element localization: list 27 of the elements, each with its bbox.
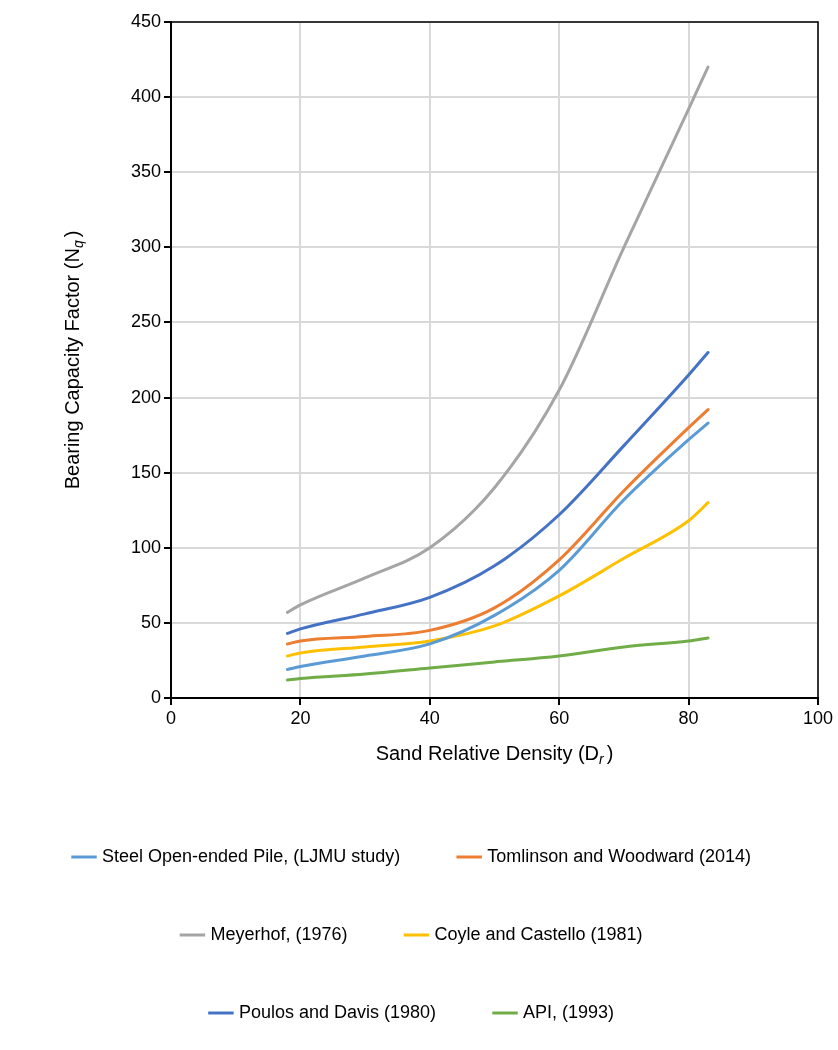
legend-label: API, (1993): [523, 1001, 615, 1022]
y-tick-label: 50: [140, 611, 161, 632]
line-series: [285, 636, 710, 682]
y-tick-label: 250: [130, 311, 161, 332]
x-tick-label: 60: [549, 707, 570, 728]
y-tick-label: 0: [150, 686, 161, 707]
y-tick-label: 200: [130, 386, 161, 407]
x-tick-label: 40: [419, 707, 440, 728]
y-tick-label: 100: [130, 536, 161, 557]
y-tick-label: 450: [130, 10, 161, 31]
x-tick-label: 80: [678, 707, 699, 728]
legend-label: Tomlinson and Woodward (2014): [487, 845, 751, 866]
y-tick-label: 300: [130, 236, 161, 257]
legend-label: Meyerhof, (1976): [210, 923, 348, 944]
x-tick-label: 20: [290, 707, 311, 728]
y-tick-label: 350: [130, 161, 161, 182]
legend-label: Poulos and Davis (1980): [238, 1001, 437, 1022]
y-axis-title: Bearing Capacity Factor (Nq): [60, 230, 86, 490]
y-tick-label: 400: [130, 86, 161, 107]
line-series: [285, 501, 710, 658]
legend-label: Steel Open-ended Pile, (LJMU study): [102, 845, 401, 866]
legend-label: Coyle and Castello (1981): [434, 923, 643, 944]
line-series: [285, 65, 710, 614]
x-tick-label: 0: [165, 707, 177, 728]
x-tick-label: 100: [802, 707, 834, 728]
line-series: [285, 350, 710, 635]
y-tick-label: 150: [130, 461, 161, 482]
